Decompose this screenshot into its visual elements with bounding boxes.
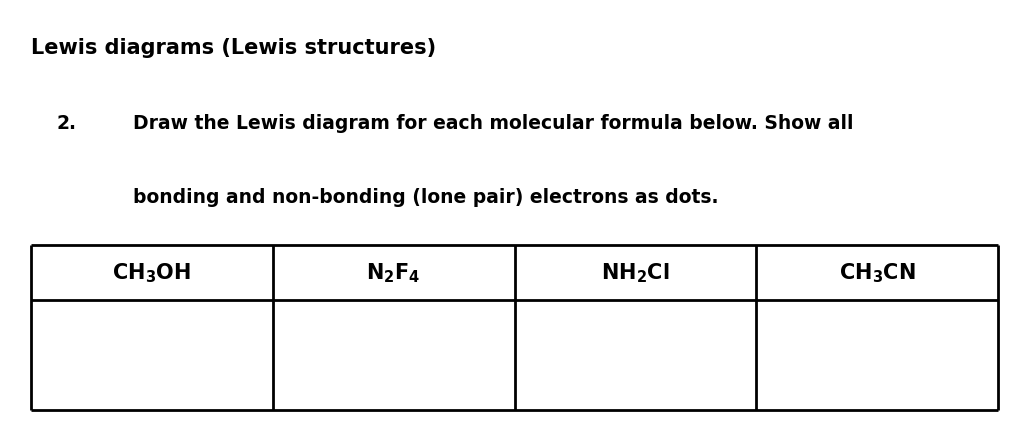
Text: $\mathbf{N_2F_4}$: $\mathbf{N_2F_4}$ [367, 261, 421, 285]
Text: $\mathbf{NH_2Cl}$: $\mathbf{NH_2Cl}$ [601, 261, 670, 285]
Text: Lewis diagrams (Lewis structures): Lewis diagrams (Lewis structures) [31, 38, 436, 58]
Text: 2.: 2. [56, 114, 77, 133]
Text: $\mathbf{CH_3OH}$: $\mathbf{CH_3OH}$ [113, 261, 191, 285]
Text: $\mathbf{CH_3CN}$: $\mathbf{CH_3CN}$ [839, 261, 915, 285]
Text: Draw the Lewis diagram for each molecular formula below. Show all: Draw the Lewis diagram for each molecula… [133, 114, 854, 133]
Text: bonding and non-bonding (lone pair) electrons as dots.: bonding and non-bonding (lone pair) elec… [133, 188, 719, 207]
